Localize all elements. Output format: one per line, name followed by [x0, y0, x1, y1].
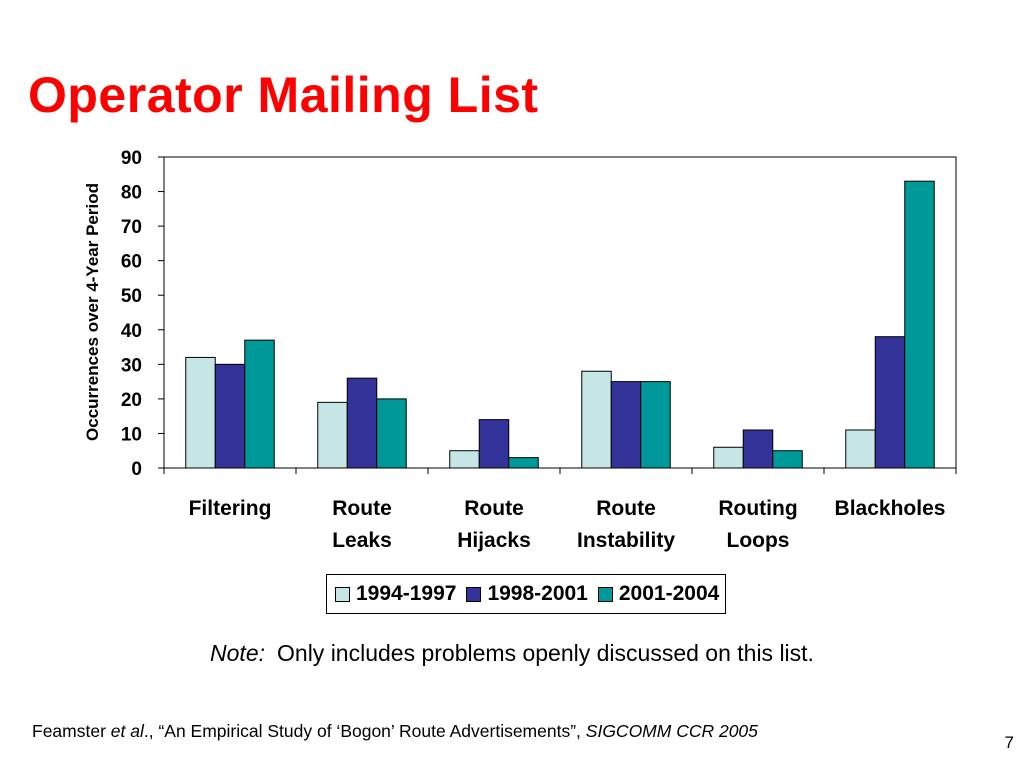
x-category-label: Route — [596, 497, 656, 520]
bar-1998-2001-4 — [742, 429, 774, 469]
x-category-label: Filtering — [189, 497, 272, 520]
legend-item-series-3: 2001-2004 — [597, 582, 720, 606]
chart-note: Note: Only includes problems openly discu… — [0, 640, 1024, 667]
legend-swatch-series-3 — [597, 586, 613, 602]
plot-area — [163, 156, 957, 469]
bar-2001-2004-3 — [640, 381, 671, 469]
legend-label-series-2: 1998-2001 — [487, 582, 588, 605]
bar-1998-2001-2 — [478, 419, 510, 469]
y-tick-label: 30 — [121, 355, 142, 376]
y-tick-label: 40 — [121, 321, 142, 342]
citation-author: Feamster — [32, 721, 111, 741]
citation-venue: SIGCOMM CCR 2005 — [585, 721, 758, 741]
y-tick-label: 80 — [121, 183, 142, 204]
bar-1998-2001-5 — [874, 336, 906, 469]
y-tick-label: 10 — [121, 424, 142, 445]
x-category-label: Leaks — [332, 529, 392, 552]
bar-1998-2001-3 — [610, 381, 642, 469]
citation: Feamster et al., “An Empirical Study of … — [32, 721, 758, 742]
x-category-label: Loops — [727, 529, 790, 552]
legend-label-series-1: 1994-1997 — [356, 582, 457, 605]
bar-2001-2004-2 — [508, 457, 539, 469]
bar-1994-1997-1 — [317, 401, 348, 469]
bar-1994-1997-5 — [845, 429, 876, 469]
x-category-label: Route — [464, 497, 524, 520]
x-category-label: Instability — [577, 529, 675, 552]
legend-label-series-3: 2001-2004 — [618, 582, 720, 605]
bar-2001-2004-5 — [904, 180, 935, 469]
legend-swatch-series-1 — [335, 586, 350, 602]
x-category-label: Route — [332, 497, 392, 520]
y-tick-label: 20 — [121, 390, 142, 411]
bar-2001-2004-1 — [376, 398, 407, 469]
page-number: 7 — [1004, 733, 1014, 752]
bar-1994-1997-0 — [185, 356, 216, 469]
note-text: Only includes problems openly discussed … — [277, 640, 814, 666]
note-prefix: Note: — [210, 640, 266, 666]
bar-1998-2001-1 — [346, 377, 378, 469]
bar-1994-1997-2 — [449, 450, 480, 469]
bar-2001-2004-4 — [772, 450, 803, 469]
y-axis-title: Occurrences over 4-Year Period — [83, 183, 102, 441]
x-category-label: Routing — [718, 497, 797, 520]
bar-1994-1997-3 — [581, 370, 612, 469]
legend-item-series-2: 1998-2001 — [466, 582, 588, 606]
y-tick-label: 60 — [121, 252, 142, 273]
x-category-label: Hijacks — [457, 529, 531, 552]
chart-legend: 1994-1997 1998-2001 2001-2004 — [326, 574, 727, 614]
citation-title: ., “An Empirical Study of ‘Bogon’ Route … — [143, 721, 586, 741]
y-tick-label: 0 — [131, 459, 142, 480]
y-tick-label: 70 — [121, 217, 142, 238]
slide-title: Operator Mailing List — [28, 67, 539, 123]
citation-etal: et al — [110, 721, 144, 741]
x-category-label: Blackholes — [835, 497, 946, 520]
bar-1994-1997-4 — [713, 446, 744, 469]
y-tick-label: 50 — [121, 286, 142, 307]
legend-item-series-1: 1994-1997 — [335, 582, 456, 606]
bar-1998-2001-0 — [214, 363, 246, 469]
y-tick-label: 90 — [121, 148, 142, 169]
bar-2001-2004-0 — [244, 339, 275, 469]
legend-swatch-series-2 — [466, 586, 482, 602]
